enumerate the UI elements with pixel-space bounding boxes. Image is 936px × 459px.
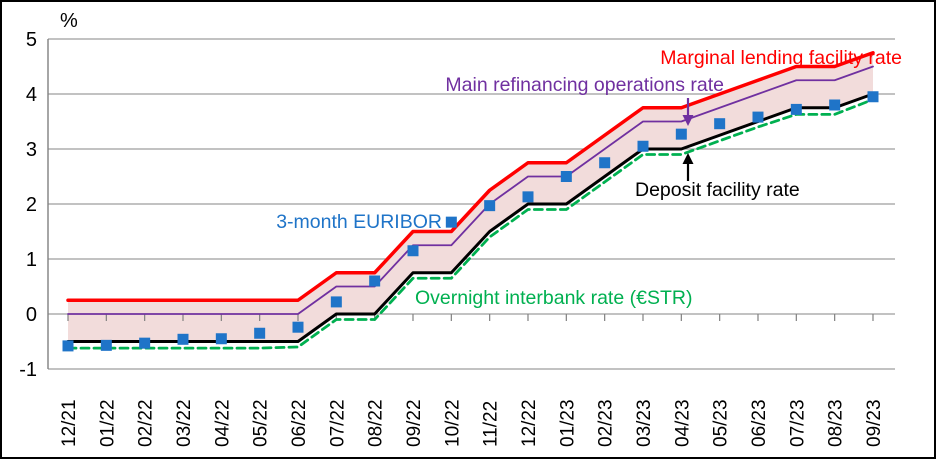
x-tick-label: 12/22 xyxy=(519,399,540,447)
mro-arrow-head xyxy=(682,115,694,126)
series-marker-euribor xyxy=(752,111,764,123)
deposit-arrow-head xyxy=(682,153,694,164)
x-tick-label: 06/22 xyxy=(289,399,310,447)
series-label-deposit: Deposit facility rate xyxy=(635,179,800,201)
x-tick-label: 02/22 xyxy=(136,399,157,447)
x-tick-label: 07/22 xyxy=(327,399,348,447)
y-tick-label: 3 xyxy=(26,139,37,161)
y-tick-label: 4 xyxy=(26,84,37,106)
y-tick-label: 2 xyxy=(26,194,37,216)
series-marker-euribor xyxy=(139,337,151,349)
series-marker-euribor xyxy=(560,171,572,182)
x-tick-label: 07/23 xyxy=(787,399,808,447)
series-label-marginal-lending: Marginal lending facility rate xyxy=(660,47,902,69)
series-line-estr xyxy=(66,98,875,350)
x-tick-label: 03/22 xyxy=(174,399,195,447)
series-line-marginal-lending xyxy=(66,51,875,302)
y-tick-label: 0 xyxy=(26,304,37,326)
series-marker-euribor xyxy=(292,321,304,333)
series-marker-euribor xyxy=(407,245,419,257)
series-marker-euribor xyxy=(790,103,802,115)
x-tick-label: 06/23 xyxy=(749,399,770,447)
series-label-mro: Main refinancing operations rate xyxy=(445,74,724,96)
corridor-band-fill xyxy=(68,52,873,342)
series-marker-euribor xyxy=(637,140,649,152)
series-label-euribor: 3-month EURIBOR xyxy=(276,211,442,233)
series-marker-euribor xyxy=(599,157,611,169)
x-tick-label: 02/23 xyxy=(596,399,617,447)
x-tick-label: 08/22 xyxy=(366,399,387,447)
y-tick-label: 1 xyxy=(26,249,37,271)
x-tick-label: 09/23 xyxy=(864,399,885,447)
series-marker-euribor xyxy=(484,200,496,212)
series-marker-euribor xyxy=(522,191,534,203)
series-line-mro xyxy=(67,65,874,315)
series-marker-euribor xyxy=(62,340,74,352)
y-axis-unit-label: % xyxy=(60,10,78,32)
series-marker-euribor xyxy=(675,128,687,140)
x-tick-label: 01/22 xyxy=(97,399,118,447)
y-tick-label: -1 xyxy=(19,359,37,381)
series-marker-euribor xyxy=(445,216,457,228)
x-tick-label: 08/23 xyxy=(826,399,847,447)
x-tick-label: 04/22 xyxy=(212,399,233,447)
series-marker-euribor xyxy=(829,99,841,111)
series-marker-euribor xyxy=(254,327,266,339)
x-tick-label: 12/21 xyxy=(59,399,80,447)
series-marker-euribor xyxy=(215,333,227,345)
y-tick-label: 5 xyxy=(26,29,37,51)
series-label-estr: Overnight interbank rate (€STR) xyxy=(415,287,692,309)
series-marker-euribor xyxy=(177,333,189,345)
x-tick-label: 09/22 xyxy=(404,399,425,447)
series-marker-euribor xyxy=(330,296,342,308)
x-tick-label: 05/23 xyxy=(711,399,732,447)
series-line-deposit xyxy=(66,92,875,343)
series-marker-euribor xyxy=(867,91,879,103)
x-tick-label: 11/22 xyxy=(481,401,502,447)
x-tick-label: 01/23 xyxy=(557,399,578,447)
series-marker-euribor xyxy=(100,339,112,351)
x-tick-label: 05/22 xyxy=(251,399,272,447)
x-tick-label: 04/23 xyxy=(672,399,693,447)
x-tick-label: 03/23 xyxy=(634,399,655,447)
x-tick-label: 10/22 xyxy=(442,399,463,447)
series-marker-euribor xyxy=(369,275,381,287)
series-marker-euribor xyxy=(714,118,726,130)
